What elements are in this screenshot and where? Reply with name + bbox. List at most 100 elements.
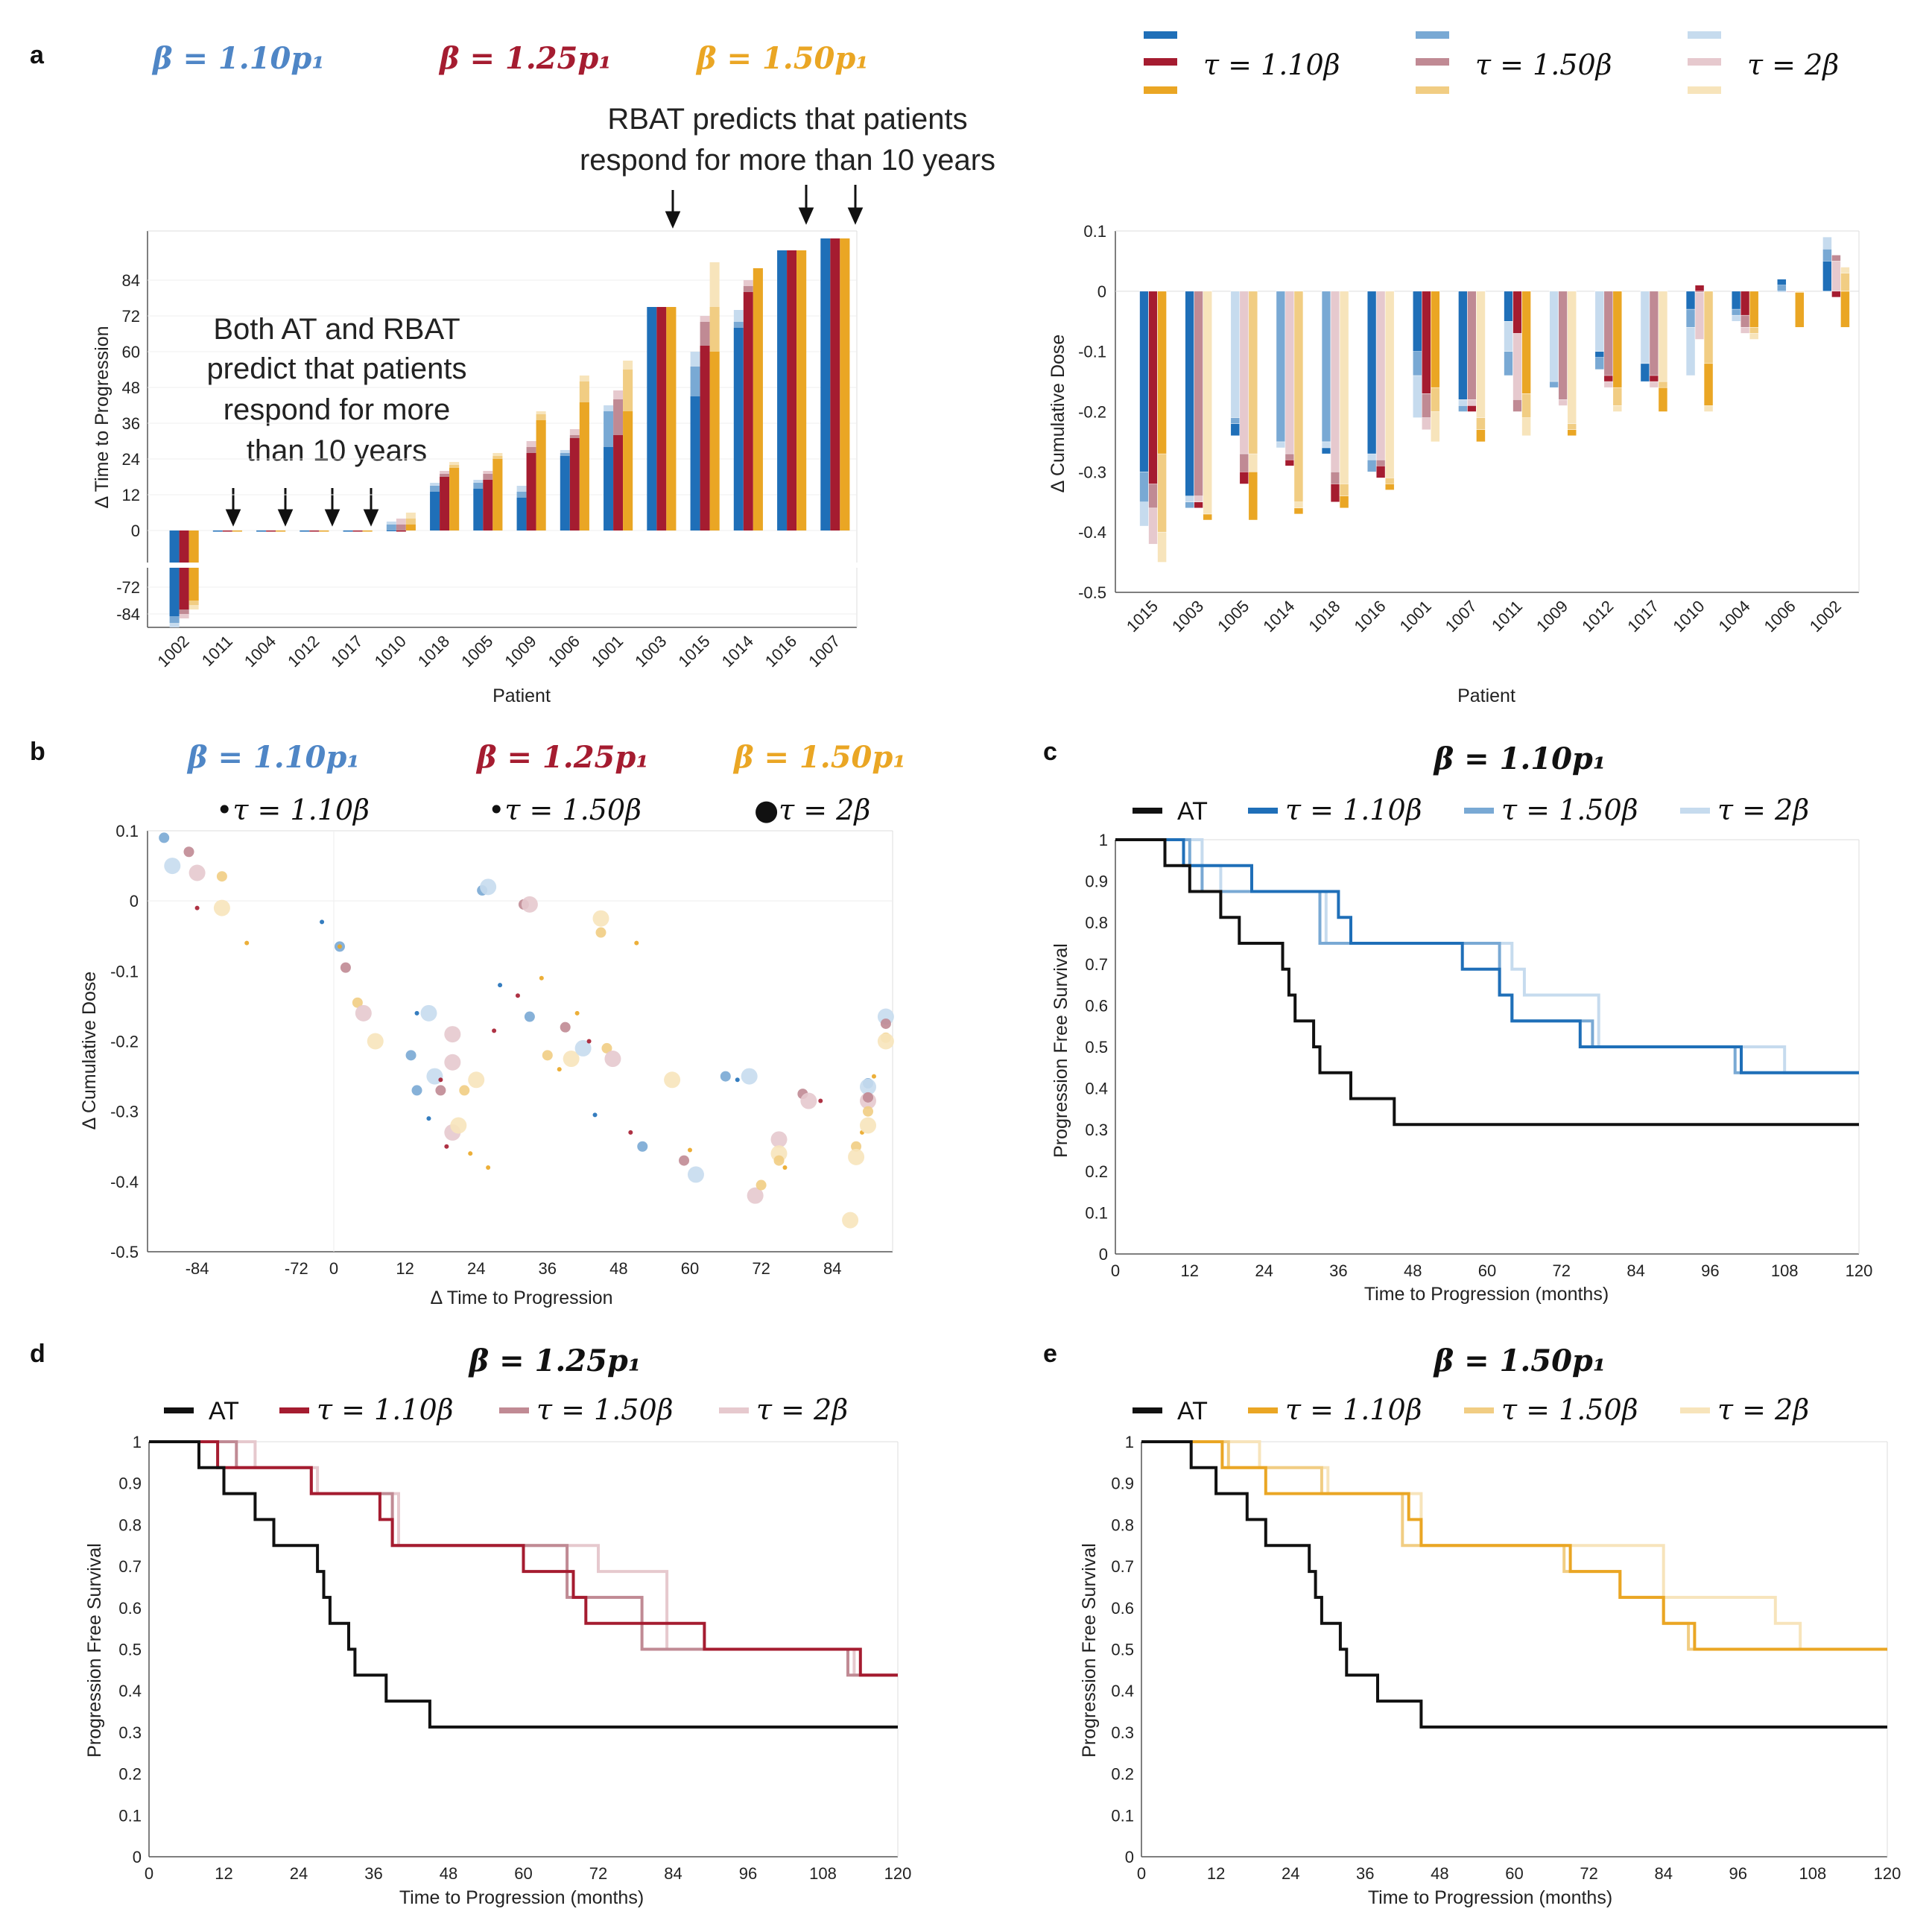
- e-ytick: 0.8: [1111, 1515, 1134, 1534]
- annotation-both-line1: Both AT and RBAT: [213, 313, 460, 346]
- b-point: [435, 1085, 446, 1096]
- a-right-bar: [1157, 291, 1167, 455]
- a-left-bar: [169, 530, 180, 616]
- c-xtick: 60: [1478, 1261, 1496, 1280]
- a-left-bar: [733, 328, 744, 530]
- b-point: [770, 1131, 788, 1148]
- a-left-bar: [449, 468, 460, 530]
- a-left-bar: [796, 250, 807, 530]
- a-right-bar: [1248, 291, 1258, 455]
- b-point: [444, 1026, 461, 1043]
- a-right-bar: [1703, 291, 1714, 364]
- a-left-bar: [222, 530, 232, 532]
- b-point: [524, 1011, 535, 1022]
- d-ytick: 0.8: [118, 1515, 142, 1534]
- b-legend-beta-150: β = 1.50p₁: [732, 740, 906, 775]
- a-left-bar: [430, 492, 440, 530]
- a-right-bar: [1276, 291, 1286, 443]
- b-point: [337, 944, 342, 949]
- a-left-bar: [212, 530, 223, 532]
- b-point: [486, 1165, 491, 1170]
- b-point: [741, 1068, 758, 1085]
- a-right-ytick: 0: [1097, 282, 1106, 301]
- swatch-gold-0: [1144, 86, 1177, 94]
- c-xtick: 84: [1626, 1261, 1644, 1280]
- b-xtick: -72: [285, 1259, 308, 1278]
- a-right-ytick: 0.1: [1083, 222, 1106, 241]
- a-left-bar: [569, 438, 580, 530]
- swatch-red-1: [1416, 58, 1449, 66]
- b-point: [664, 1071, 681, 1089]
- c-ytick: 0: [1099, 1245, 1108, 1264]
- a-left-bar: [396, 530, 406, 532]
- b-point: [498, 983, 503, 988]
- b-point: [800, 1092, 817, 1109]
- a-right-bar: [1612, 291, 1623, 388]
- legend-tau-110: τ = 1.10β: [1203, 48, 1340, 81]
- panel-letter-a: a: [30, 41, 45, 69]
- a-left-ylabel: Δ Time to Progression: [92, 326, 113, 508]
- a-right-bar: [1658, 291, 1668, 382]
- c-xtick: 48: [1404, 1261, 1422, 1280]
- a-right-bar: [1203, 291, 1212, 515]
- b-point: [420, 1004, 437, 1022]
- a-left-bar: [179, 530, 189, 609]
- b-point: [352, 997, 363, 1008]
- a-right-bar: [1786, 291, 1796, 293]
- e-series-line: [1141, 1440, 1887, 1651]
- c-xtick: 12: [1181, 1261, 1199, 1280]
- annotation-arrows: [225, 185, 864, 527]
- a-left-bar: [579, 402, 589, 530]
- a-left-bar: [396, 525, 406, 530]
- b-point: [444, 1144, 449, 1149]
- a-left-bar: [613, 435, 624, 530]
- d-legend-tau-110: τ = 1.10β: [317, 1393, 454, 1426]
- c-ytick: 0.7: [1085, 955, 1108, 974]
- e-title: β = 1.50p₁: [1433, 1343, 1606, 1378]
- b-point: [444, 1054, 461, 1071]
- a-left-xtick: 1010: [371, 632, 410, 671]
- e-ytick: 0.1: [1111, 1806, 1134, 1825]
- a-left-xtick: 1002: [153, 632, 192, 671]
- b-point: [860, 1078, 876, 1095]
- e-xtick: 48: [1431, 1864, 1448, 1883]
- a-right-bar: [1840, 291, 1850, 328]
- a-right-bar: [1185, 291, 1194, 496]
- d-xtick: 72: [589, 1864, 607, 1883]
- chart-delta-cumulative-dose: 0.1 0 -0.1 -0.2 -0.3 -0.4 -0.5 1015 1003 1005 1014…: [1078, 222, 1860, 636]
- c-xtick: 96: [1701, 1261, 1719, 1280]
- legend-beta-150: β = 1.50p₁: [695, 41, 869, 76]
- e-xtick: 0: [1137, 1864, 1146, 1883]
- c-ylabel: Progression Free Survival: [1051, 943, 1071, 1158]
- e-ylabel: Progression Free Survival: [1079, 1543, 1100, 1758]
- b-point: [515, 993, 520, 998]
- a-left-bar: [526, 453, 536, 530]
- a-right-bar: [1384, 291, 1395, 478]
- a-right-xtick: 1011: [1488, 597, 1526, 635]
- b-point: [880, 1018, 891, 1029]
- c-series-line: [1115, 838, 1859, 1074]
- b-point: [848, 1148, 865, 1165]
- b-point: [720, 1071, 731, 1082]
- a-right-bar: [1339, 291, 1349, 484]
- b-point: [637, 1141, 648, 1152]
- b-point: [542, 1050, 553, 1061]
- b-point: [492, 1028, 497, 1033]
- b-point: [842, 1212, 859, 1229]
- a-right-bar: [1467, 291, 1477, 400]
- d-ytick: 0: [133, 1848, 142, 1866]
- b-xtick: 48: [609, 1259, 627, 1278]
- a-right-bar: [1293, 291, 1304, 502]
- b-point: [468, 1151, 473, 1156]
- a-right-xtick: 1005: [1214, 597, 1252, 636]
- e-ytick: 0.5: [1111, 1641, 1134, 1659]
- a-right-bar: [1640, 291, 1650, 364]
- a-left-ytick: 48: [122, 379, 140, 397]
- a-right-bar: [1549, 291, 1559, 382]
- e-xtick: 108: [1799, 1864, 1827, 1883]
- a-left-bar: [473, 489, 484, 530]
- c-xtick: 24: [1255, 1261, 1273, 1280]
- e-xlabel: Time to Progression (months): [1368, 1887, 1612, 1908]
- b-point: [604, 1051, 621, 1068]
- swatch-red-2: [1688, 58, 1721, 66]
